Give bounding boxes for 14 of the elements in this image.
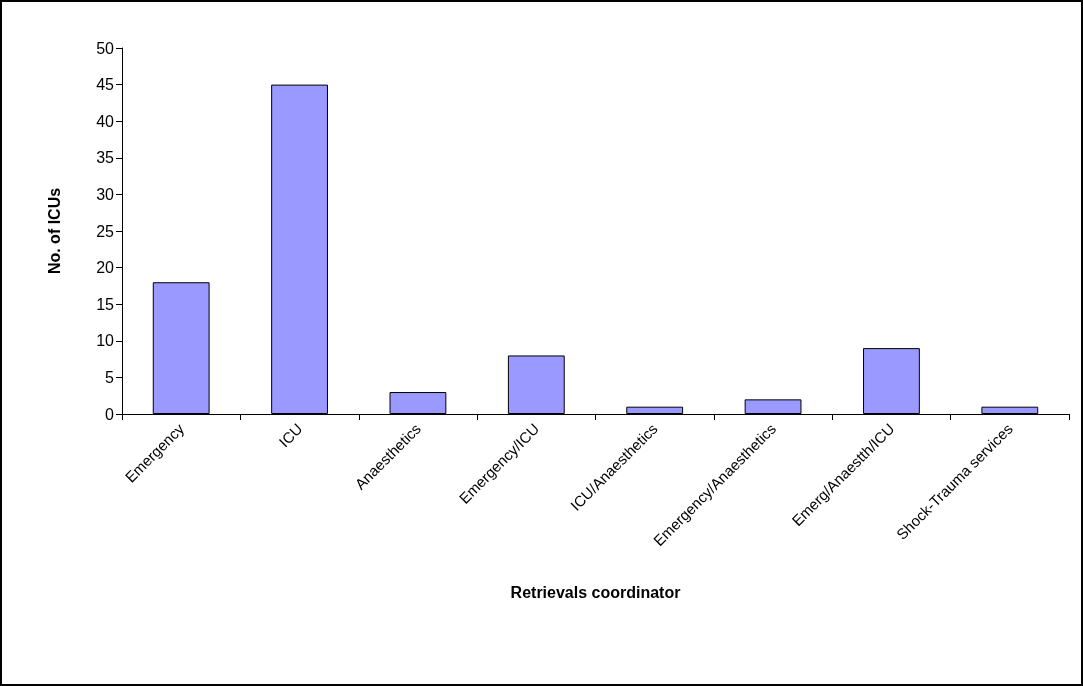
y-tick-label: 50 — [96, 39, 115, 57]
y-tick-label: 15 — [96, 295, 115, 313]
y-tick-label: 10 — [96, 332, 115, 350]
y-tick-label: 40 — [96, 112, 115, 130]
y-tick-label: 0 — [105, 405, 115, 423]
x-axis-title: Retrievals coordinator — [510, 583, 681, 601]
y-tick-label: 30 — [96, 185, 115, 203]
y-tick-label: 5 — [105, 368, 115, 386]
y-tick-label: 35 — [96, 149, 115, 167]
y-axis-title: No. of ICUs — [45, 187, 63, 275]
y-tick-label: 20 — [96, 259, 115, 277]
x-tick-label: ICU — [275, 419, 306, 451]
y-tick-label: 25 — [96, 222, 115, 240]
y-tick-label: 45 — [96, 76, 115, 94]
